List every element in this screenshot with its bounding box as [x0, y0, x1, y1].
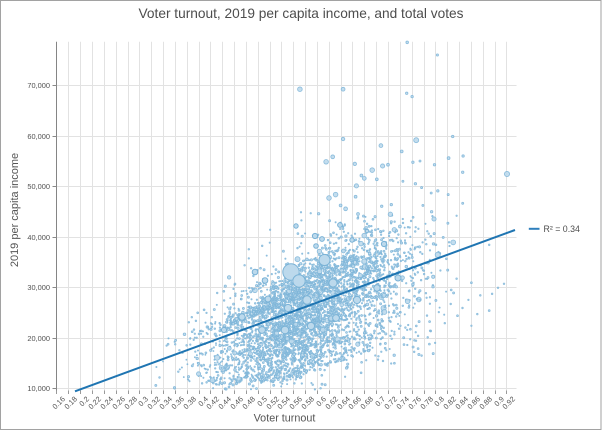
svg-text:30,000: 30,000 [27, 283, 50, 292]
svg-text:10,000: 10,000 [27, 384, 50, 393]
svg-text:20,000: 20,000 [27, 334, 50, 343]
svg-text:Voter turnout: Voter turnout [254, 413, 316, 425]
svg-text:Voter turnout, 2019 per capita: Voter turnout, 2019 per capita income, a… [139, 6, 464, 21]
svg-text:60,000: 60,000 [27, 132, 50, 141]
svg-text:40,000: 40,000 [27, 233, 50, 242]
svg-text:R² = 0.34: R² = 0.34 [544, 224, 581, 234]
svg-text:2019 per capita income: 2019 per capita income [9, 153, 21, 267]
svg-text:50,000: 50,000 [27, 182, 50, 191]
svg-text:70,000: 70,000 [27, 81, 50, 90]
